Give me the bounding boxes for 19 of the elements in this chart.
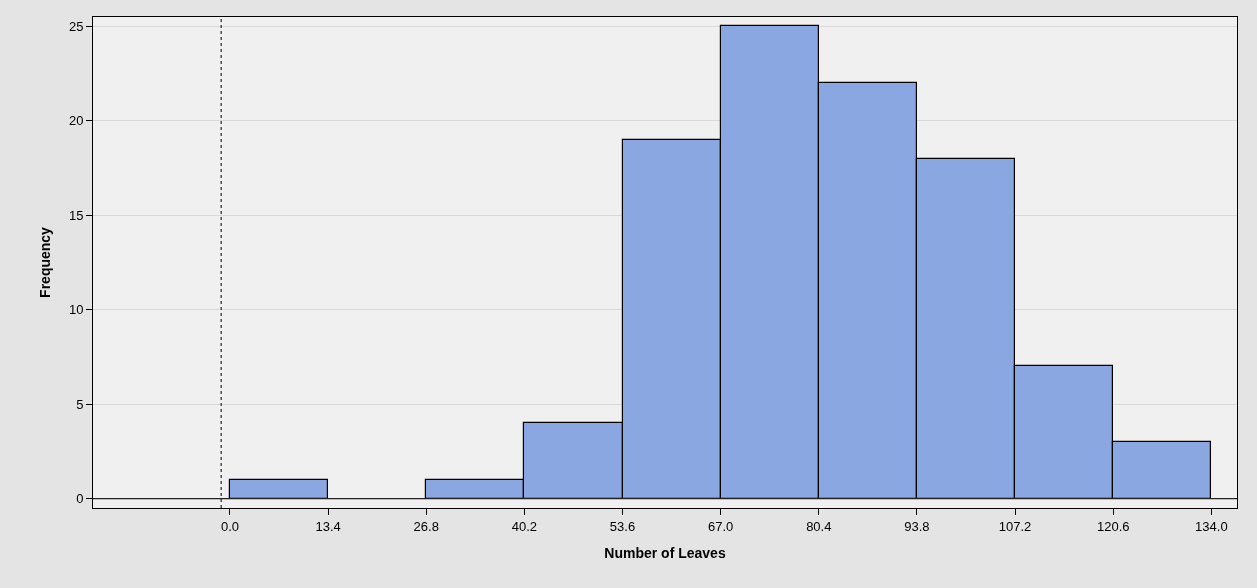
y-axis-title: Frequency	[36, 226, 53, 298]
x-tick-label: 40.2	[511, 518, 538, 534]
y-tick-label: 0	[76, 491, 84, 507]
y-tick-label: 20	[68, 113, 84, 129]
x-tick-label: 120.6	[1096, 518, 1130, 534]
x-tick-label: 80.4	[806, 518, 832, 534]
x-tick-label: 0.0	[220, 518, 239, 534]
x-axis-title: Number of Leaves	[604, 544, 726, 561]
x-tick-label: 93.8	[904, 518, 930, 534]
y-tick-label: 10	[68, 302, 84, 318]
x-tick-label: 107.2	[998, 518, 1032, 534]
x-tick-label: 67.0	[708, 518, 734, 534]
y-tick-label: 15	[68, 207, 84, 223]
x-tick-label: 26.8	[413, 518, 439, 534]
y-tick-label: 5	[76, 396, 84, 412]
x-tick-label: 13.4	[315, 518, 341, 534]
y-tick-label: 25	[68, 18, 84, 34]
x-tick-label: 134.0	[1195, 518, 1228, 534]
x-tick-label: 53.6	[609, 518, 636, 534]
